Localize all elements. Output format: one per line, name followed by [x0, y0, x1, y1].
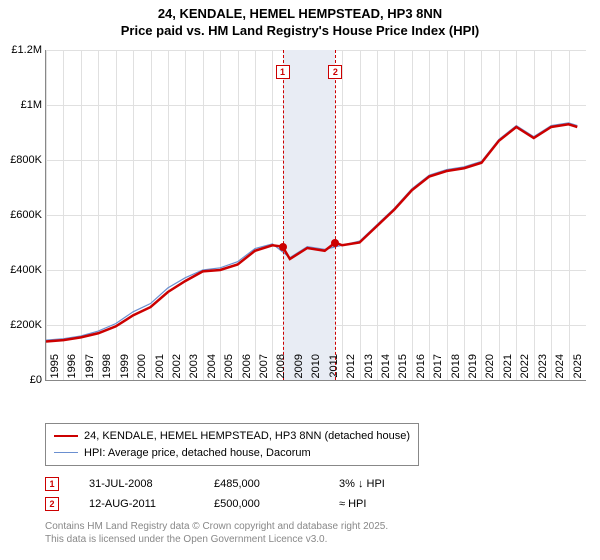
x-axis-label: 2014 — [380, 354, 392, 384]
legend-box: 24, KENDALE, HEMEL HEMPSTEAD, HP3 8NN (d… — [45, 423, 419, 466]
transaction-price: £485,000 — [214, 478, 309, 490]
x-axis-label: 2002 — [171, 354, 183, 384]
x-axis-label: 2022 — [519, 354, 531, 384]
legend-label-1: 24, KENDALE, HEMEL HEMPSTEAD, HP3 8NN (d… — [84, 428, 410, 445]
x-axis-label: 2008 — [275, 354, 287, 384]
transaction-table: 1 31-JUL-2008 £485,000 3% ↓ HPI 2 12-AUG-2011… — [45, 474, 585, 514]
x-axis-label: 2019 — [467, 354, 479, 384]
y-axis-label: £600K — [2, 209, 42, 221]
x-axis-label: 1996 — [66, 354, 78, 384]
y-axis-label: £400K — [2, 264, 42, 276]
y-axis-label: £0 — [2, 374, 42, 386]
x-axis-label: 2001 — [154, 354, 166, 384]
transaction-date: 31-JUL-2008 — [89, 478, 184, 490]
x-axis-label: 2007 — [258, 354, 270, 384]
transaction-dashline — [335, 50, 336, 380]
x-axis-label: 2005 — [223, 354, 235, 384]
legend-swatch-2 — [54, 452, 78, 453]
x-axis-label: 2015 — [397, 354, 409, 384]
x-axis-label: 2021 — [502, 354, 514, 384]
x-axis-label: 2010 — [310, 354, 322, 384]
series-line-price_paid — [46, 124, 577, 341]
transaction-marker: 1 — [276, 65, 290, 79]
x-axis-label: 2006 — [241, 354, 253, 384]
transaction-row: 1 31-JUL-2008 £485,000 3% ↓ HPI — [45, 474, 585, 494]
transaction-row: 2 12-AUG-2011 £500,000 ≈ HPI — [45, 494, 585, 514]
y-axis-label: £800K — [2, 154, 42, 166]
legend-label-2: HPI: Average price, detached house, Daco… — [84, 445, 311, 462]
y-axis-label: £1.2M — [2, 44, 42, 56]
title-line1: 24, KENDALE, HEMEL HEMPSTEAD, HP3 8NN — [158, 6, 442, 21]
x-axis-label: 1998 — [101, 354, 113, 384]
x-axis-label: 2000 — [136, 354, 148, 384]
transaction-num: 1 — [45, 477, 59, 491]
x-axis-label: 2012 — [345, 354, 357, 384]
chart-plot-area: 12 — [45, 50, 586, 381]
legend-area: 24, KENDALE, HEMEL HEMPSTEAD, HP3 8NN (d… — [45, 423, 585, 546]
x-axis-label: 1997 — [84, 354, 96, 384]
x-axis-label: 2024 — [554, 354, 566, 384]
x-axis-label: 2011 — [328, 354, 340, 384]
transaction-date: 12-AUG-2011 — [89, 498, 184, 510]
legend-swatch-1 — [54, 435, 78, 437]
transaction-change: 3% ↓ HPI — [339, 478, 434, 490]
x-axis-label: 2018 — [450, 354, 462, 384]
series-line-hpi — [46, 123, 577, 340]
x-axis-label: 1995 — [49, 354, 61, 384]
x-axis-label: 2017 — [432, 354, 444, 384]
x-axis-label: 2025 — [572, 354, 584, 384]
x-axis-label: 2004 — [206, 354, 218, 384]
x-axis-label: 2016 — [415, 354, 427, 384]
x-axis-label: 2013 — [363, 354, 375, 384]
transaction-dashline — [283, 50, 284, 380]
x-axis-label: 1999 — [119, 354, 131, 384]
footer-text: Contains HM Land Registry data © Crown c… — [45, 520, 585, 546]
transaction-num: 2 — [45, 497, 59, 511]
transaction-price: £500,000 — [214, 498, 309, 510]
title-line2: Price paid vs. HM Land Registry's House … — [121, 23, 480, 38]
y-axis-label: £200K — [2, 319, 42, 331]
transaction-marker: 2 — [328, 65, 342, 79]
x-axis-label: 2023 — [537, 354, 549, 384]
x-axis-label: 2009 — [293, 354, 305, 384]
x-axis-label: 2020 — [484, 354, 496, 384]
x-axis-label: 2003 — [188, 354, 200, 384]
transaction-change: ≈ HPI — [339, 498, 434, 510]
y-axis-label: £1M — [2, 99, 42, 111]
